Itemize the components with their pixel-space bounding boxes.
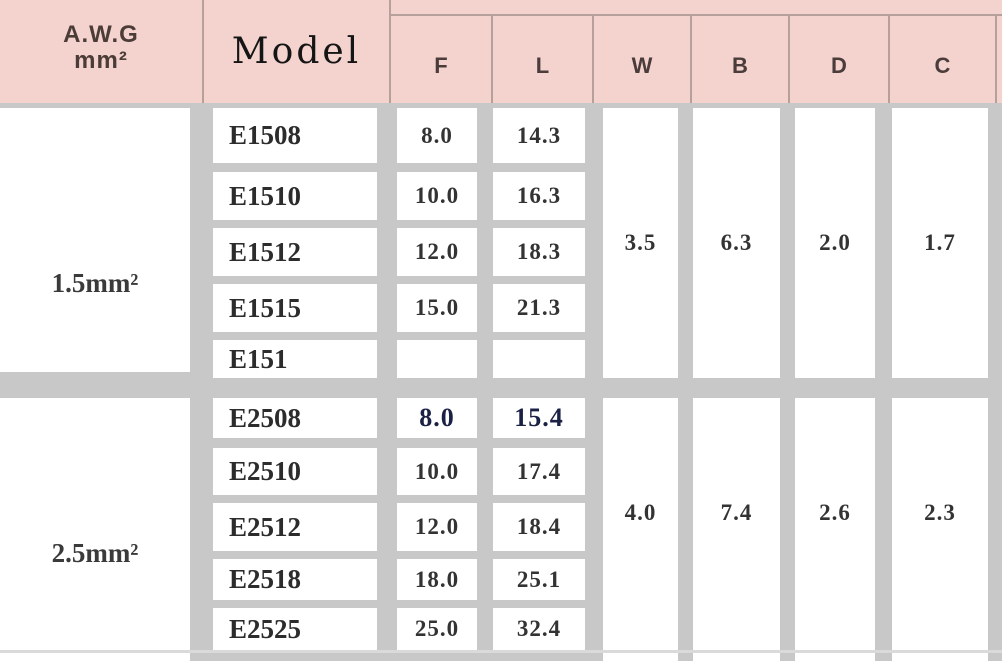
model-cell: E1510	[213, 172, 377, 220]
l-value-cell: 25.1	[493, 559, 585, 600]
column-header-d: D	[831, 52, 847, 78]
model-cell: E151	[213, 340, 377, 378]
f-value-cell: 15.0	[397, 284, 477, 332]
model-cell: E2512	[213, 503, 377, 551]
d-merged-cell: 2.6	[795, 398, 875, 661]
l-value-cell: 18.3	[493, 228, 585, 276]
model-cell: E1508	[213, 108, 377, 163]
l-value-cell: 16.3	[493, 172, 585, 220]
f-value-cell: 8.0	[397, 108, 477, 163]
f-value-cell: 18.0	[397, 559, 477, 600]
header-divider	[995, 14, 997, 103]
header-strip-divider	[389, 14, 1002, 16]
awg-sublabel: mm²	[74, 46, 128, 74]
f-value-cell: 12.0	[397, 503, 477, 551]
bottom-row-divider	[0, 650, 1002, 653]
l-value-cell: 18.4	[493, 503, 585, 551]
table-header: A.W.G mm² Model F L W B D C	[0, 0, 1002, 103]
l-value-cell	[493, 340, 585, 378]
awg-label: A.W.G	[63, 20, 139, 48]
header-divider	[888, 14, 890, 103]
b-merged-cell: 7.4	[693, 398, 780, 661]
column-header-w: W	[631, 52, 653, 78]
header-divider	[202, 0, 204, 103]
header-divider	[592, 14, 594, 103]
column-header-l: L	[535, 52, 550, 78]
w-merged-cell: 3.5	[603, 108, 678, 378]
model-cell: E2525	[213, 608, 377, 650]
c-merged-cell: 2.3	[892, 398, 988, 661]
awg-column-header: A.W.G mm²	[0, 0, 202, 103]
column-header-f: F	[434, 52, 448, 78]
d-merged-cell: 2.0	[795, 108, 875, 378]
f-value-cell: 25.0	[397, 608, 477, 650]
awg-group-cell: 1.5mm²	[0, 108, 190, 372]
f-value-cell	[397, 340, 477, 378]
f-value-cell: 10.0	[397, 448, 477, 495]
model-cell: E2518	[213, 559, 377, 600]
model-cell: E2508	[213, 398, 377, 438]
header-divider	[491, 14, 493, 103]
c-merged-cell: 1.7	[892, 108, 988, 378]
b-merged-cell: 6.3	[693, 108, 780, 378]
l-value-cell: 17.4	[493, 448, 585, 495]
l-value-cell: 32.4	[493, 608, 585, 650]
model-cell: E2510	[213, 448, 377, 495]
f-value-cell: 10.0	[397, 172, 477, 220]
awg-group-cell: 2.5mm²	[0, 398, 190, 661]
column-header-b: B	[732, 52, 748, 78]
model-column-header: Model	[231, 31, 362, 72]
header-divider	[389, 0, 391, 103]
l-value-cell: 15.4	[493, 398, 585, 438]
l-value-cell: 14.3	[493, 108, 585, 163]
column-header-c: C	[934, 52, 951, 78]
header-divider	[690, 14, 692, 103]
f-value-cell: 8.0	[397, 398, 477, 438]
w-merged-cell: 4.0	[603, 398, 678, 661]
header-divider	[788, 14, 790, 103]
l-value-cell: 21.3	[493, 284, 585, 332]
f-value-cell: 12.0	[397, 228, 477, 276]
model-cell: E1512	[213, 228, 377, 276]
model-cell: E1515	[213, 284, 377, 332]
